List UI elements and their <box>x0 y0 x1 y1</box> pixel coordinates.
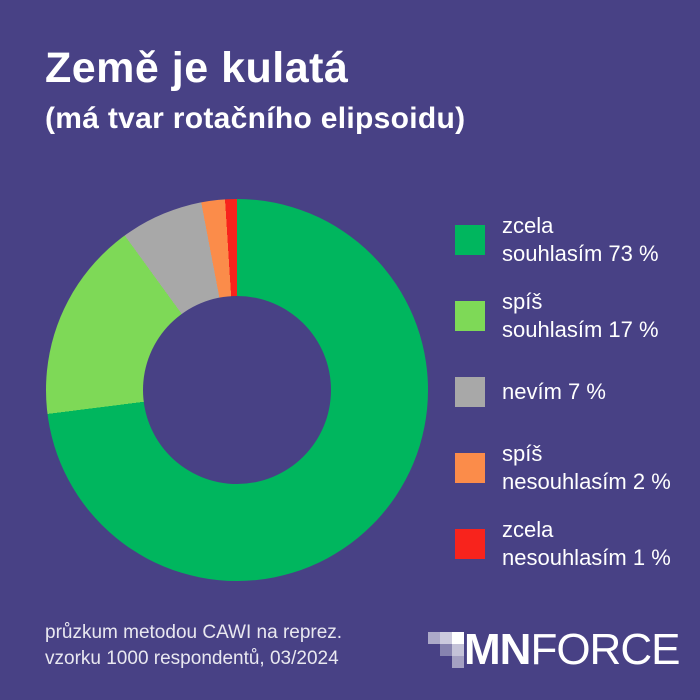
legend-swatch <box>455 453 485 483</box>
legend-item: zcela nesouhlasím 1 % <box>455 506 685 582</box>
logo-pixel <box>440 644 452 656</box>
legend-label: zcela nesouhlasím 1 % <box>502 517 671 570</box>
donut-chart <box>46 199 428 581</box>
logo-pixel <box>452 644 464 656</box>
page-subtitle: (má tvar rotačního elipsoidu) <box>45 102 466 135</box>
logo-pixel <box>428 644 440 656</box>
legend-swatch <box>455 377 485 407</box>
legend-item: nevím 7 % <box>455 354 685 430</box>
legend-label: spíš nesouhlasím 2 % <box>502 441 671 494</box>
page-title: Země je kulatá <box>45 44 349 92</box>
legend-swatch <box>455 225 485 255</box>
source-note: průzkum metodou CAWI na reprez. vzorku 1… <box>45 620 342 672</box>
mnforce-logo: MNFORCE <box>428 625 680 674</box>
logo-pixel <box>452 632 464 644</box>
logo-pixel <box>440 632 452 644</box>
donut-hole <box>143 296 331 484</box>
legend-item: spíš nesouhlasím 2 % <box>455 430 685 506</box>
logo-pixel <box>428 656 440 668</box>
mnforce-logo-text: MNFORCE <box>464 625 680 674</box>
mnforce-pixel-mark-icon <box>428 632 464 668</box>
legend-swatch <box>455 301 485 331</box>
mnforce-logo-light: FORCE <box>530 625 680 674</box>
logo-pixel <box>428 632 440 644</box>
legend: zcela souhlasím 73 % spíš souhlasím 17 % nev… <box>455 202 685 582</box>
legend-label: spíš souhlasím 17 % <box>502 289 659 342</box>
legend-swatch <box>455 529 485 559</box>
source-note-line1: průzkum metodou CAWI na reprez. <box>45 622 343 643</box>
legend-label: nevím 7 % <box>502 379 606 404</box>
mnforce-logo-bold: MN <box>464 625 531 674</box>
logo-pixel <box>452 656 464 668</box>
legend-item: zcela souhlasím 73 % <box>455 202 685 278</box>
legend-item: spíš souhlasím 17 % <box>455 278 685 354</box>
source-note-line2: vzorku 1000 respondentů, 03/2024 <box>45 648 339 669</box>
logo-pixel <box>440 656 452 668</box>
legend-label: zcela souhlasím 73 % <box>502 213 659 266</box>
